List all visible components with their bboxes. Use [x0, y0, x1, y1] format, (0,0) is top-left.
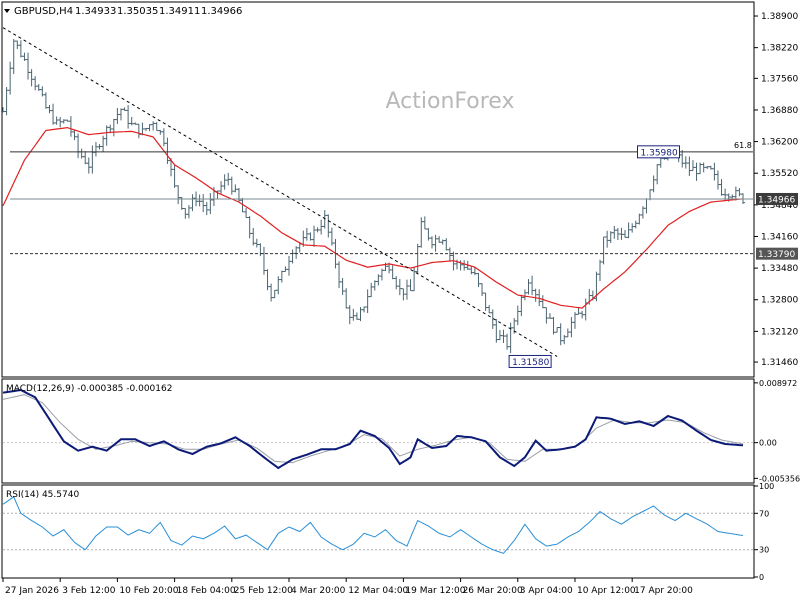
support-price-tag	[756, 247, 798, 260]
time-axis-label: 19 Mar 12:00	[405, 586, 465, 596]
header-symbol: GBPUSD,H4	[14, 6, 73, 17]
header-open: 1.34933	[75, 6, 116, 17]
time-axis-label: 17 Apr 20:00	[634, 586, 693, 596]
rsi-axis-label: 0	[759, 573, 764, 582]
price-axis-label: 1.31460	[761, 358, 798, 368]
watermark: ActionForex	[386, 89, 515, 114]
price-axis-label: 1.36200	[761, 138, 798, 148]
main-panel-frame	[1, 1, 755, 378]
fib-level-label: 61.8	[734, 141, 752, 150]
macd-axis-label: 0.008972	[759, 379, 797, 388]
price-axis-label: 1.33480	[761, 264, 798, 274]
macd-plot	[2, 388, 753, 470]
price-annotation-box	[508, 354, 552, 368]
price-axis-label: 1.32120	[761, 327, 798, 337]
rsi-panel-frame	[1, 484, 755, 579]
price-axis-label: 1.32800	[761, 296, 798, 306]
macd-title: MACD(12,26,9) -0.000385 -0.000162	[6, 384, 172, 394]
current-price-tag	[756, 192, 798, 205]
header-close: 1.34966	[201, 6, 242, 17]
time-axis-label: 4 Mar 20:00	[291, 586, 346, 596]
rsi-axis-label: 100	[759, 482, 774, 491]
price-annotation-box	[637, 145, 681, 159]
macd-main-line	[2, 388, 744, 470]
macd-panel-frame	[1, 378, 755, 484]
rsi-axis-label: 30	[759, 546, 769, 555]
rsi-line	[2, 496, 744, 554]
price-axis-label: 1.35520	[761, 169, 798, 179]
price-plot: 61.8 1.35980 1.31580	[1, 27, 753, 368]
moving-average-line	[2, 126, 744, 309]
header-high: 1.35035	[117, 6, 158, 17]
time-axis-label: 26 Mar 20:00	[463, 586, 523, 596]
price-axis-label: 1.38900	[761, 12, 798, 22]
price-axis-label: 1.37560	[761, 74, 798, 84]
macd-axis-label: 0.00	[759, 439, 777, 448]
price-axis-label: 1.38220	[761, 44, 798, 54]
time-axis-label: 10 Apr 12:00	[577, 586, 636, 596]
macd-axis-label: -0.005356	[759, 474, 800, 483]
rsi-title: RSI(14) 45.5740	[6, 490, 79, 500]
dropdown-triangle-icon[interactable]	[4, 9, 10, 13]
support-price-label: 1.33790	[758, 250, 795, 260]
price-annotation-label: 1.35980	[641, 148, 678, 158]
price-annotation-label: 1.31580	[512, 358, 549, 368]
time-axis-label: 3 Feb 12:00	[62, 586, 116, 596]
rsi-axis-label: 70	[759, 509, 769, 518]
current-price-label: 1.34966	[758, 195, 795, 205]
macd-signal-line	[2, 394, 744, 464]
header-low: 1.34911	[159, 6, 200, 17]
header: GBPUSD,H4 1.34933 1.35035 1.34911 1.3496…	[4, 6, 242, 17]
time-axis-label: 3 Apr 04:00	[520, 586, 573, 596]
time-axis-label: 10 Feb 20:00	[119, 586, 178, 596]
trendline	[2, 27, 558, 357]
axes: 1.38900 1.38220 1.37560 1.36880 1.36200 1.355…	[2, 12, 800, 596]
price-axis-label: 1.34840	[761, 201, 798, 211]
time-axis-label: 27 Jan 2026	[5, 586, 59, 596]
rsi-plot	[2, 496, 753, 554]
time-axis-label: 18 Feb 04:00	[177, 586, 236, 596]
price-axis-label: 1.36880	[761, 106, 798, 116]
time-axis-label: 12 Mar 04:00	[348, 586, 408, 596]
time-axis-label: 25 Feb 12:00	[234, 586, 293, 596]
price-axis-label: 1.34160	[761, 232, 798, 242]
